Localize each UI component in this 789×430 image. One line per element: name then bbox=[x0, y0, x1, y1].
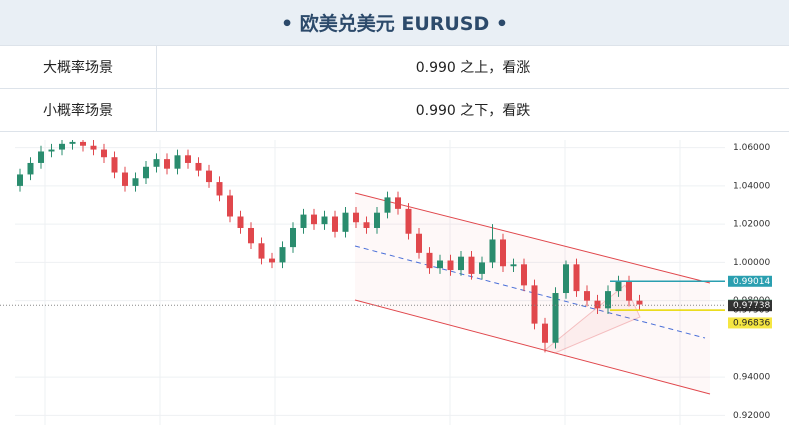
candle-body bbox=[405, 208, 412, 234]
candle-body bbox=[90, 145, 97, 150]
y-tick-label: 1.04000 bbox=[733, 181, 770, 191]
candle-body bbox=[17, 174, 23, 186]
channel-upper bbox=[354, 192, 711, 284]
candle-body bbox=[521, 264, 527, 286]
candle-body bbox=[27, 162, 34, 175]
chart: 1.060001.040001.020001.000000.980000.940… bbox=[0, 135, 789, 430]
candle-body bbox=[384, 197, 391, 213]
candle-body bbox=[531, 285, 538, 324]
candle-body bbox=[363, 222, 370, 228]
candle-body bbox=[615, 281, 622, 292]
candle-body bbox=[594, 300, 601, 309]
candle-body bbox=[416, 233, 422, 253]
candle-body bbox=[143, 166, 149, 179]
candle-body bbox=[605, 291, 611, 309]
candle-body bbox=[584, 291, 590, 301]
y-tick-label: 1.00000 bbox=[733, 258, 770, 268]
candle-body bbox=[132, 178, 139, 186]
candle-body bbox=[626, 281, 632, 301]
candle-body bbox=[164, 159, 170, 169]
candle-body bbox=[290, 227, 296, 248]
candle-body bbox=[195, 162, 202, 171]
cell: 大概率场景 bbox=[0, 46, 157, 88]
channel-lower bbox=[354, 299, 711, 395]
candle-body bbox=[237, 216, 244, 228]
candle-body bbox=[258, 243, 265, 259]
candle-body bbox=[479, 262, 485, 274]
level-label: 0.97509 bbox=[733, 306, 770, 316]
candle-body bbox=[374, 212, 380, 228]
candle-body bbox=[300, 214, 307, 228]
candle-body bbox=[69, 141, 76, 144]
candle-body bbox=[342, 212, 349, 232]
candle-body bbox=[38, 151, 44, 163]
candle-body bbox=[122, 172, 128, 186]
candle-body bbox=[332, 216, 338, 232]
candle-body bbox=[279, 247, 286, 263]
level-label: 0.96836 bbox=[733, 318, 770, 328]
candle-body bbox=[563, 264, 569, 294]
candle-body bbox=[269, 258, 275, 263]
candle-body bbox=[153, 159, 160, 167]
candle-body bbox=[542, 323, 548, 343]
candle-body bbox=[321, 216, 328, 225]
table-row: 小概率场景 0.990 之下，看跌 bbox=[0, 89, 789, 132]
candle-body bbox=[552, 293, 559, 343]
cell: 0.990 之上，看涨 bbox=[415, 60, 531, 76]
level-label-bg bbox=[728, 275, 772, 287]
candle-body bbox=[48, 149, 55, 152]
cell: 0.990 之下，看跌 bbox=[415, 103, 531, 119]
candle-body bbox=[426, 252, 433, 269]
candle-body bbox=[185, 155, 191, 163]
candle-body bbox=[458, 256, 464, 271]
candle-body bbox=[636, 300, 643, 305]
level-label-bg bbox=[728, 300, 772, 312]
candle-body bbox=[111, 157, 118, 173]
channel-mid bbox=[354, 245, 706, 339]
candle-body bbox=[447, 260, 454, 271]
candles bbox=[17, 140, 643, 353]
candle-body bbox=[395, 197, 401, 209]
candle-body bbox=[206, 170, 212, 183]
candle-body bbox=[489, 239, 496, 263]
y-tick-label: 1.06000 bbox=[733, 143, 770, 153]
level-label: 0.97738 bbox=[733, 301, 770, 311]
candle-body bbox=[227, 195, 233, 217]
candle-body bbox=[216, 182, 223, 196]
cell: 小概率场景 bbox=[0, 89, 157, 131]
candle-body bbox=[248, 227, 254, 244]
candle-body bbox=[500, 239, 506, 267]
candle-body bbox=[353, 212, 359, 223]
candle-body bbox=[468, 256, 475, 274]
candle-body bbox=[437, 260, 443, 269]
candle-body bbox=[59, 143, 65, 150]
candle-body bbox=[510, 264, 517, 267]
table-row: 大概率场景 0.990 之上，看涨 bbox=[0, 46, 789, 89]
candle-body bbox=[80, 141, 86, 146]
y-tick-label: 0.94000 bbox=[733, 373, 770, 383]
title: • 欧美兑美元 EURUSD • bbox=[0, 0, 789, 46]
y-tick-label: 1.02000 bbox=[733, 220, 770, 230]
level-label: 0.99014 bbox=[733, 277, 770, 287]
y-tick-label: 0.92000 bbox=[733, 411, 770, 421]
candle-body bbox=[174, 155, 181, 169]
chart-bg bbox=[0, 135, 789, 430]
candle-body bbox=[573, 264, 580, 292]
candle-body bbox=[101, 149, 107, 158]
candle-body bbox=[311, 214, 317, 225]
level-label-bg bbox=[728, 317, 772, 329]
